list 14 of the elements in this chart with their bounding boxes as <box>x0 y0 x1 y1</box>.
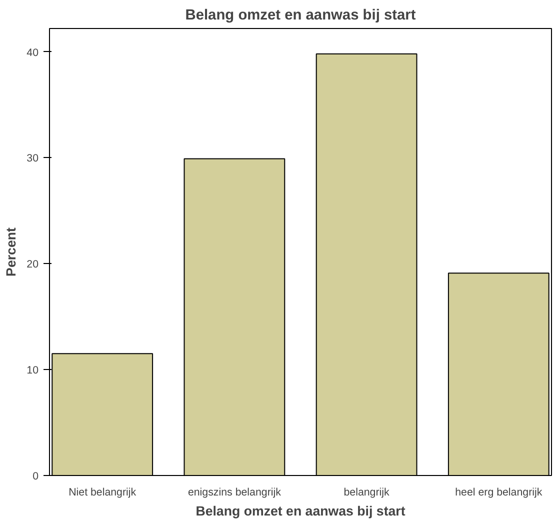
x-tick-label: belangrijk <box>344 486 390 498</box>
y-axis-title: Percent <box>4 226 19 276</box>
y-tick-label: 10 <box>26 364 39 377</box>
x-tick-label: Niet belangrijk <box>68 486 137 498</box>
y-tick-label: 30 <box>26 152 39 165</box>
y-tick-label: 40 <box>26 46 39 59</box>
x-tick-label: heel erg belangrijk <box>455 486 543 498</box>
x-tick-label: enigszins belangrijk <box>188 486 282 498</box>
y-tick-label: 0 <box>32 470 39 482</box>
bar <box>316 53 418 476</box>
x-axis-title: Belang omzet en aanwas bij start <box>196 504 406 518</box>
y-tick-label: 20 <box>26 258 39 271</box>
chart-title: Belang omzet en aanwas bij start <box>185 8 416 24</box>
bar <box>184 158 286 476</box>
